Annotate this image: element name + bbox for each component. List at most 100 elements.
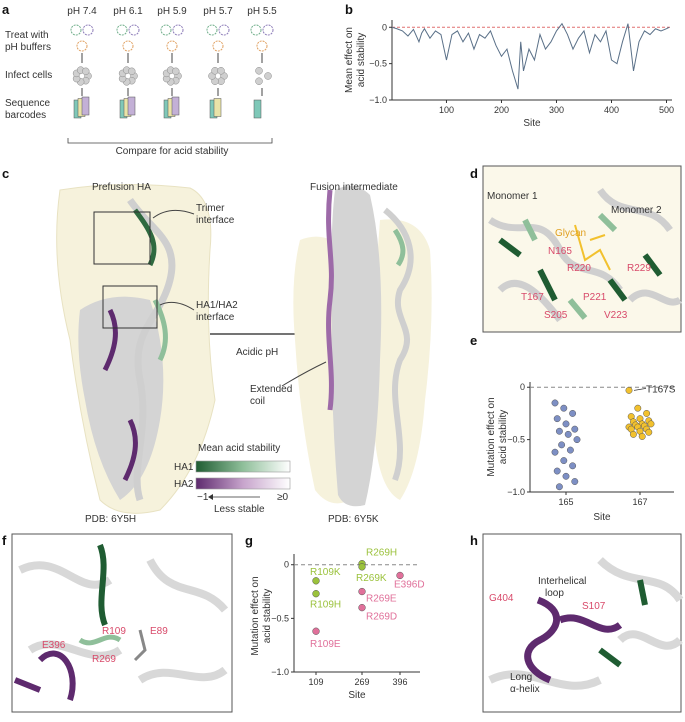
x-axis-label: Site [523,118,541,129]
virus-icons [70,24,274,119]
residue-r229: R229 [627,263,651,274]
y-tick-label: 0 [520,382,525,392]
point-label: R109E [310,639,341,650]
virus-icon [250,24,262,36]
trimer-interface-label-1: Trimer [196,203,225,214]
data-point [558,441,566,449]
data-point [358,563,366,571]
point-label: R269D [366,612,397,623]
interhelical-label-2: loop [545,588,564,599]
step-barcodes: barcodes [5,110,46,121]
pdb-left: PDB: 6Y5H [85,514,136,525]
step-infect: Infect cells [5,70,52,81]
residue-s205: S205 [544,310,568,321]
fusion-title: Fusion intermediate [310,182,398,193]
residue-t167: T167 [521,292,544,303]
compare-bracket [67,138,273,144]
legend-title: Mean acid stability [198,443,280,454]
data-point [312,590,320,598]
data-point [312,577,320,585]
panel-label-b: b [345,2,353,17]
monomer-1-label: Monomer 1 [487,191,538,202]
fusion-helix [326,189,334,411]
data-point [562,420,570,428]
virus-icon [76,40,88,52]
interhelical-label-1: Interhelical [538,576,586,587]
fusion-surface-ha2 [331,186,382,507]
panel-label-g: g [245,533,253,548]
x-tick-label: 109 [308,677,323,687]
step-treat: Treat with [5,30,49,41]
point-label: R269H [366,548,397,559]
data-point [569,462,577,470]
ha1ha2-label-1: HA1/HA2 [196,300,238,311]
legend-arrowhead [208,494,213,500]
point-label: R109K [310,567,341,578]
cell-icon [127,67,136,76]
x-tick-label: 500 [659,105,674,115]
ph-label: pH 5.7 [203,6,233,17]
panel-f-frame [11,533,233,713]
monomer-2-label: Monomer 2 [611,205,662,216]
ha1ha2-arrow [159,301,195,311]
legend-ha1: HA1 [174,462,194,473]
cell-icon [171,67,180,76]
y-tick-label: 0 [284,560,289,570]
data-point [312,627,320,635]
residue-r269: R269 [92,654,116,665]
panel-d-structure [482,165,682,333]
panel-label-c: c [2,166,9,181]
sequence-barcode-icon [213,98,222,117]
legend-ha2-bar [195,477,291,490]
y-tick-label: −1.0 [369,95,387,105]
panel-f-ribbon-ha2 [13,650,76,701]
glycan-label: Glycan [555,228,586,239]
ph-labels: pH 7.4 pH 6.1 pH 5.9 pH 5.7 pH 5.5 [67,6,277,17]
legend-ha2: HA2 [174,479,194,490]
point-label: R269E [366,594,397,605]
data-point [396,571,404,580]
extended-coil-label-2: coil [250,396,265,407]
ha1ha2-label-2: interface [196,312,235,323]
virus-icon [128,24,140,36]
legend-ha1-bar [195,460,291,473]
glycan-sticks [574,224,611,271]
panel-label-f: f [2,533,7,548]
compare-label: Compare for acid stability [116,146,229,157]
acid-stability-line-chart: 100 200 300 400 500 0 −0.5 −1.0 Site Mean effect … [344,20,674,129]
fusion-structure [293,186,432,507]
data-point [553,415,561,423]
acidic-ph-label: Acidic pH [236,347,278,358]
cell-icon [255,77,263,85]
panel-f-ribbons [18,558,229,684]
point-label: E396D [394,579,425,590]
cell-icon [264,72,272,80]
y-axis-label: Mutation effect on [486,397,497,476]
panel-h-ribbon-dark [598,579,648,668]
panel-h-structure [482,533,684,713]
data-point [629,430,637,438]
virus-icon [82,24,94,36]
x-tick-label: 100 [439,105,454,115]
prefusion-ribbon [127,198,176,502]
data-point [643,409,651,417]
data-point [634,404,642,412]
series-line [391,22,670,90]
panel-d-ribbon-light [522,212,618,320]
residue-e396: E396 [42,640,66,651]
cell-icon [255,67,263,75]
y-axis-label: acid stability [262,589,273,643]
residue-p221: P221 [583,292,607,303]
residue-e89: E89 [150,626,168,637]
residue-n165: N165 [548,246,572,257]
panel-label-a: a [2,2,10,17]
data-point [571,425,579,433]
virus-icon [122,40,134,52]
y-tick-label: 0 [382,22,387,32]
legend-min: −1 [197,492,209,503]
y-axis-label: acid stability [356,33,367,87]
data-point [569,409,577,417]
residue-r109: R109 [102,626,126,637]
data-point [560,404,568,412]
